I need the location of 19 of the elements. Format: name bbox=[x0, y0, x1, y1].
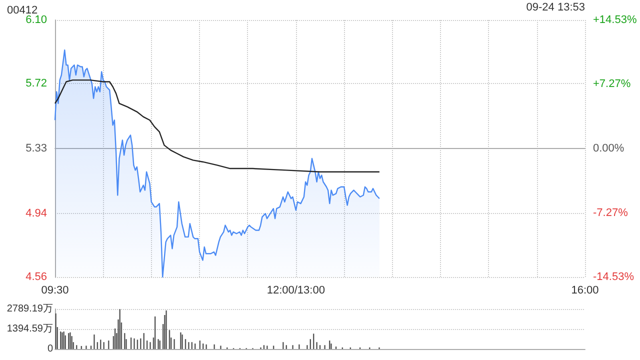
y2-tick-label: -7.27% bbox=[593, 206, 628, 219]
y2-tick-label: -14.53% bbox=[593, 271, 634, 283]
y-tick-label: 4.94 bbox=[26, 208, 47, 220]
y-tick-label: 1394.59万 bbox=[6, 324, 53, 334]
y-tick-label: 4.56 bbox=[26, 271, 47, 283]
y-tick-label: 2789.19万 bbox=[6, 304, 53, 314]
y2-tick-label: +14.53% bbox=[593, 14, 637, 26]
y2-tick-label: 0.00% bbox=[593, 142, 624, 154]
y2-tick-label: +7.27% bbox=[593, 78, 631, 90]
y-tick-label: 0 bbox=[47, 344, 54, 354]
x-tick-label: 12:00/13:00 bbox=[266, 284, 325, 296]
text: 09-24 13:53 bbox=[526, 2, 585, 14]
y-tick-label: 5.33 bbox=[26, 142, 47, 154]
line-series bbox=[54, 79, 380, 172]
y-tick-label: 5.72 bbox=[26, 77, 47, 90]
x-tick-label: 16:00 bbox=[571, 284, 599, 296]
y-tick-label: 6.10 bbox=[26, 14, 47, 26]
chart-title: 00412 bbox=[7, 4, 38, 16]
x-tick-label: 09:30 bbox=[41, 284, 69, 296]
